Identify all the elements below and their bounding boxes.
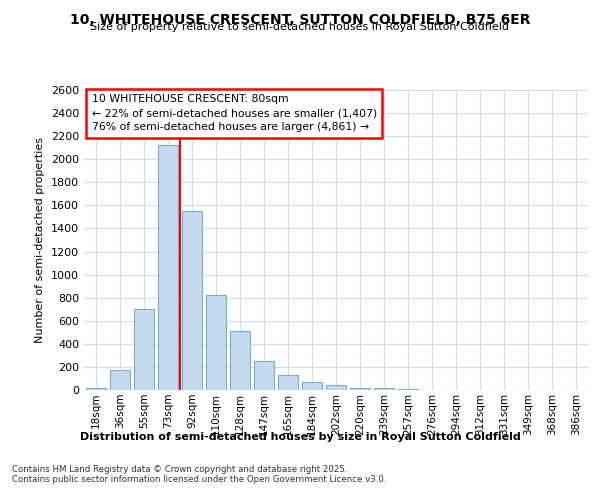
- Bar: [350, 388, 370, 390]
- Bar: [110, 370, 130, 390]
- Y-axis label: Number of semi-detached properties: Number of semi-detached properties: [35, 137, 46, 343]
- Bar: [230, 331, 250, 390]
- Bar: [326, 385, 346, 390]
- Text: Contains HM Land Registry data © Crown copyright and database right 2025.
Contai: Contains HM Land Registry data © Crown c…: [12, 465, 386, 484]
- Text: 10 WHITEHOUSE CRESCENT: 80sqm
← 22% of semi-detached houses are smaller (1,407)
: 10 WHITEHOUSE CRESCENT: 80sqm ← 22% of s…: [92, 94, 377, 132]
- Bar: [278, 375, 298, 390]
- Text: Distribution of semi-detached houses by size in Royal Sutton Coldfield: Distribution of semi-detached houses by …: [80, 432, 520, 442]
- Bar: [206, 296, 226, 390]
- Text: Size of property relative to semi-detached houses in Royal Sutton Coldfield: Size of property relative to semi-detach…: [91, 22, 509, 32]
- Bar: [182, 211, 202, 390]
- Bar: [302, 382, 322, 390]
- Bar: [86, 388, 106, 390]
- Bar: [374, 388, 394, 390]
- Text: 10, WHITEHOUSE CRESCENT, SUTTON COLDFIELD, B75 6ER: 10, WHITEHOUSE CRESCENT, SUTTON COLDFIEL…: [70, 12, 530, 26]
- Bar: [158, 146, 178, 390]
- Bar: [134, 309, 154, 390]
- Bar: [254, 360, 274, 390]
